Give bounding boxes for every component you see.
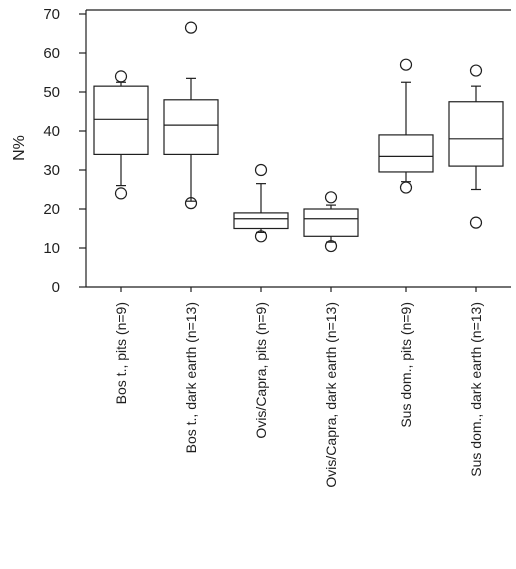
box-plot-group xyxy=(233,163,289,243)
y-tick-label: 40 xyxy=(43,123,60,140)
category-label: Ovis/Capra, dark earth (n=13) xyxy=(323,302,339,488)
outlier-point xyxy=(469,216,483,229)
y-tick-label: 30 xyxy=(43,162,60,179)
box-plot-group xyxy=(303,191,359,253)
box-series xyxy=(93,21,504,253)
outlier-point xyxy=(114,187,128,200)
outlier-point xyxy=(254,230,268,243)
category-label: Sus dom., pits (n=9) xyxy=(398,302,414,428)
y-tick-label: 0 xyxy=(52,279,60,296)
y-tick-label: 50 xyxy=(43,84,60,101)
box-plot-group xyxy=(378,58,434,194)
outlier-point xyxy=(324,239,338,253)
iqr-box xyxy=(93,85,149,156)
outlier-point xyxy=(399,58,413,71)
category-label: Bos t., dark earth (n=13) xyxy=(183,302,199,453)
y-axis-label: N% xyxy=(11,135,28,161)
iqr-box xyxy=(448,101,504,167)
axes: 0 10 20 30 40 50 60 70 xyxy=(43,6,511,296)
iqr-box xyxy=(378,134,434,173)
outlier-point xyxy=(254,163,268,177)
category-label: Bos t., pits (n=9) xyxy=(113,302,129,404)
outlier-point xyxy=(324,191,338,204)
outlier-point xyxy=(184,197,198,210)
y-tick-label: 60 xyxy=(43,45,60,62)
box-plot-group xyxy=(448,64,504,229)
y-tick-label: 10 xyxy=(43,240,60,257)
y-tick-label: 70 xyxy=(43,6,60,23)
box-plot-group xyxy=(93,70,149,200)
iqr-box xyxy=(233,212,289,230)
box-plot-group xyxy=(163,21,219,210)
category-label: Sus dom., dark earth (n=13) xyxy=(468,302,484,477)
iqr-box xyxy=(163,99,219,156)
iqr-box xyxy=(303,208,359,237)
category-label: Ovis/Capra, pits (n=9) xyxy=(253,302,269,439)
outlier-point xyxy=(469,64,483,77)
outlier-point xyxy=(399,181,413,194)
outlier-point xyxy=(184,21,198,34)
outlier-point xyxy=(114,70,128,83)
y-tick-label: 20 xyxy=(43,201,60,218)
category-labels: Bos t., pits (n=9) Bos t., dark earth (n=… xyxy=(113,302,484,488)
